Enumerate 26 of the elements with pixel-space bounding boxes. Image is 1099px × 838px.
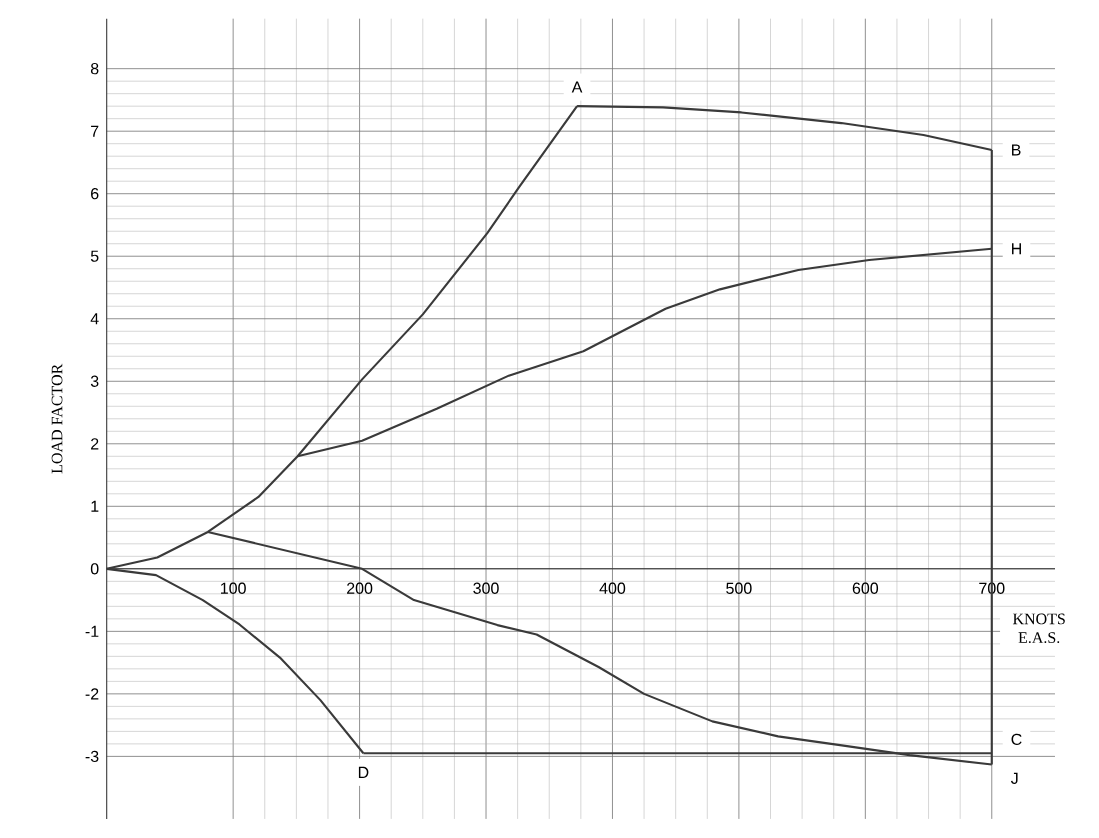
y-tick-label: 4 [90, 313, 99, 325]
annotation: H [1012, 243, 1021, 255]
y-tick-label: 2 [91, 438, 99, 450]
y-tick-label: -2 [85, 688, 99, 700]
annotation: C [1011, 733, 1022, 746]
annotation: D [358, 767, 369, 779]
x-tick-label: 100 [221, 582, 246, 595]
x-tick-label: 600 [852, 582, 879, 595]
y-tick-label: 7 [91, 125, 99, 137]
y-tick-label: 3 [90, 375, 99, 388]
x-axis-title: KNOTS E.A.S. [1012, 613, 1065, 644]
x-tick-label: 200 [347, 582, 373, 595]
y-tick-label: -3 [85, 750, 99, 763]
x-tick-label: 300 [473, 582, 499, 595]
annotation: A [571, 81, 583, 93]
annotation: J [1010, 772, 1018, 785]
y-axis-title: LOAD FACTOR [51, 363, 63, 474]
x-tick-label: 400 [599, 582, 626, 595]
annotation: B [1012, 144, 1021, 156]
y-tick-label: 5 [90, 250, 99, 263]
y-tick-label: 8 [90, 63, 99, 75]
y-tick-label: 0 [90, 563, 99, 575]
y-tick-label: -1 [85, 626, 99, 638]
x-tick-label: 500 [726, 582, 752, 595]
y-tick-label: 1 [91, 501, 99, 513]
y-tick-label: 6 [91, 188, 99, 200]
